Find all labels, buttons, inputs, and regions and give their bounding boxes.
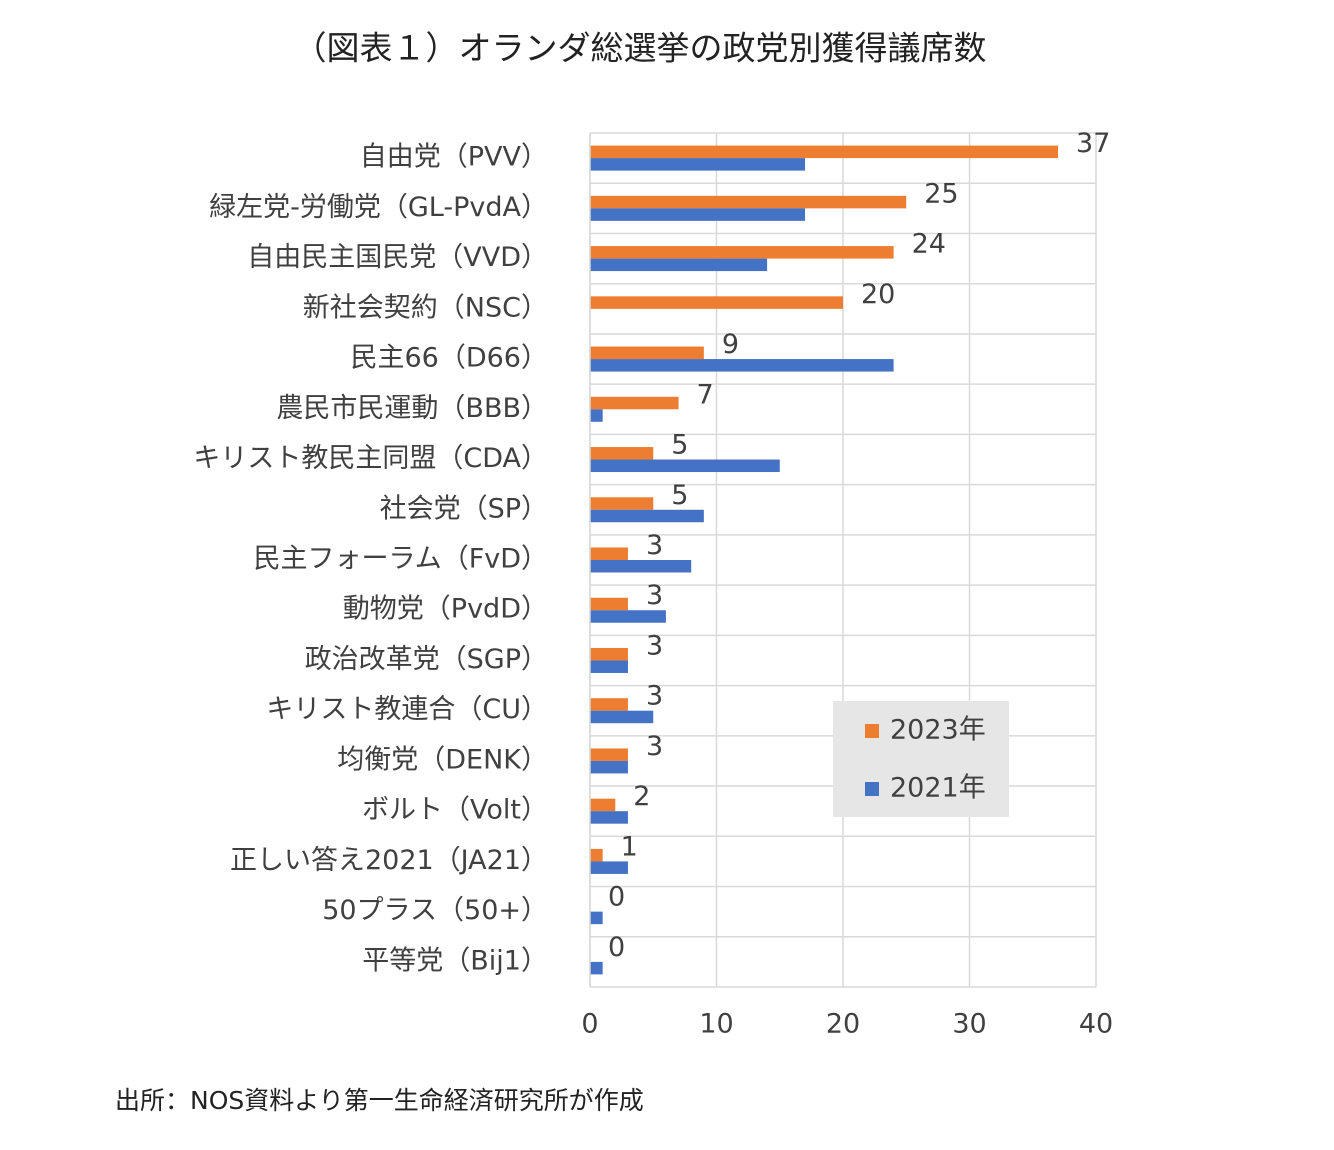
- bar: [590, 296, 843, 309]
- chart-title: （図表１）オランダ総選挙の政党別獲得議席数: [294, 29, 987, 68]
- data-label: 25: [924, 178, 958, 209]
- x-tick-label: 40: [1079, 1009, 1113, 1040]
- bar: [590, 698, 628, 711]
- bar: [590, 346, 704, 360]
- y-tick-label: ボルト（Volt）: [362, 795, 548, 826]
- bar: [590, 597, 628, 611]
- bar: [590, 246, 894, 259]
- data-label: 0: [608, 932, 625, 963]
- x-tick-label: 0: [581, 1009, 598, 1040]
- data-label: 3: [646, 630, 663, 661]
- bar: [590, 359, 894, 372]
- data-label: 3: [646, 530, 663, 561]
- data-label: 3: [646, 731, 663, 762]
- y-tick-label: 民主フォーラム（FvD）: [254, 544, 549, 575]
- bar: [590, 145, 1059, 159]
- y-tick-label: 自由党（PVV）: [360, 142, 548, 173]
- y-tick-label: 社会党（SP）: [380, 493, 548, 524]
- bar: [590, 811, 628, 824]
- y-tick-label: 自由民主国民党（VVD）: [247, 242, 548, 273]
- bar: [590, 158, 806, 171]
- data-label: 3: [646, 681, 663, 712]
- bar: [590, 710, 654, 724]
- data-label: 1: [621, 831, 638, 862]
- legend-swatch: [865, 782, 879, 796]
- bar: [590, 258, 768, 272]
- x-tick-label: 10: [699, 1009, 733, 1040]
- y-tick-label: 平等党（Bij1）: [362, 945, 548, 976]
- data-label: 24: [912, 229, 946, 260]
- bar: [590, 660, 628, 673]
- y-tick-label: キリスト教民主同盟（CDA）: [193, 443, 548, 474]
- y-tick-label: 緑左党-労働党（GL-PvdA）: [209, 192, 548, 223]
- legend-label: 2023年: [890, 715, 986, 746]
- bar: [590, 848, 603, 862]
- bar: [590, 195, 907, 209]
- bar: [590, 760, 628, 774]
- bar: [590, 798, 616, 812]
- bar: [590, 497, 654, 510]
- data-label: 7: [697, 379, 714, 410]
- bar: [590, 748, 628, 761]
- data-label: 9: [722, 329, 739, 360]
- data-label: 0: [608, 882, 625, 913]
- y-tick-label: 均衡党（DENK）: [337, 744, 548, 775]
- bar: [590, 509, 704, 523]
- y-tick-label: 民主66（D66）: [350, 343, 548, 374]
- y-tick-label: 農民市民運動（BBB）: [276, 393, 548, 424]
- legend-swatch: [865, 724, 879, 738]
- source-note: 出所：NOS資料より第一生命経済研究所が作成: [115, 1086, 644, 1115]
- y-tick-label: キリスト教連合（CU）: [266, 694, 548, 725]
- legend-box: [833, 701, 1009, 817]
- y-tick-label: 正しい答え2021（JA21）: [230, 845, 548, 876]
- x-tick-label: 30: [952, 1009, 986, 1040]
- x-tick-label: 20: [826, 1009, 860, 1040]
- data-label: 5: [671, 480, 688, 511]
- bar: [590, 409, 603, 422]
- data-label: 37: [1076, 128, 1110, 159]
- data-label: 2: [633, 781, 650, 812]
- y-tick-label: 50プラス（50+）: [322, 895, 548, 926]
- bar: [590, 208, 806, 221]
- bar: [590, 447, 654, 460]
- bar: [590, 911, 603, 925]
- bar: [590, 610, 666, 623]
- y-tick-label: 動物党（PvdD）: [343, 594, 548, 625]
- data-label: 5: [671, 430, 688, 461]
- y-tick-label: 政治改革党（SGP）: [305, 644, 548, 675]
- legend-label: 2021年: [890, 773, 986, 804]
- bar: [590, 647, 628, 661]
- bar: [590, 396, 679, 410]
- bar: [590, 547, 628, 560]
- bar: [590, 560, 692, 573]
- bar: [590, 861, 628, 874]
- bar: [590, 459, 780, 473]
- data-label: 3: [646, 580, 663, 611]
- data-label: 20: [861, 279, 895, 310]
- bar: [590, 961, 603, 975]
- y-tick-label: 新社会契約（NSC）: [303, 292, 548, 323]
